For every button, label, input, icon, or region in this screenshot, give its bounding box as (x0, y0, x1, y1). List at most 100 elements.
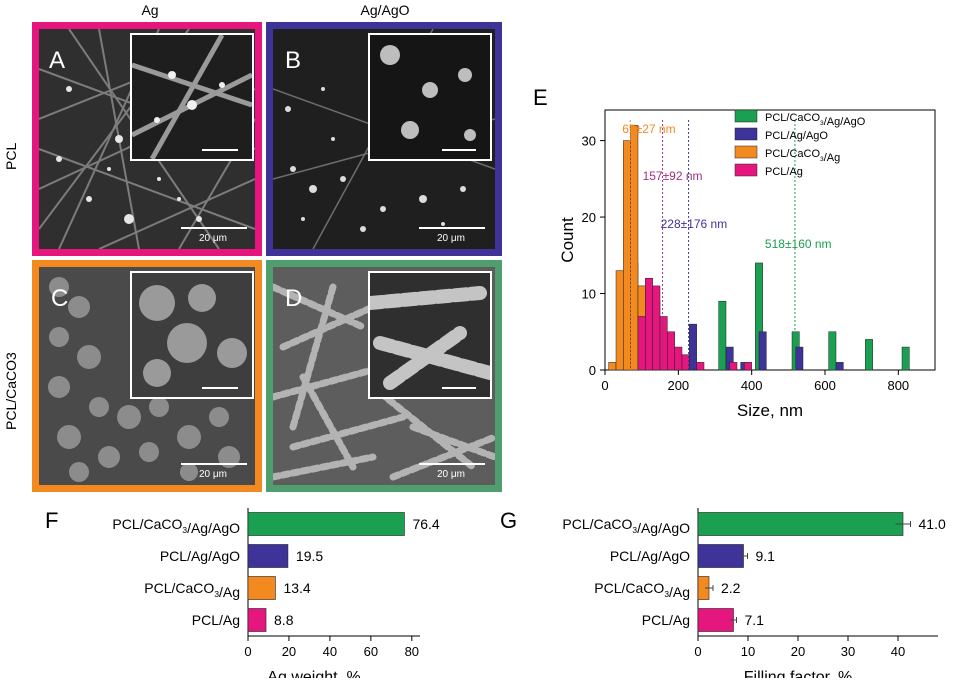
histogram-bar (623, 140, 631, 371)
inset-scale-bar (202, 387, 238, 389)
x-axis-label: Filling factor, % (744, 669, 852, 678)
bar (697, 608, 734, 632)
legend-entry: PCL/CaCO3/Ag (765, 148, 840, 164)
value-label: 76.4 (412, 516, 439, 532)
sem-inset-a (130, 33, 254, 161)
x-tick-label: 20 (282, 644, 296, 659)
value-label: 9.1 (756, 548, 776, 564)
y-tick-label: 30 (582, 134, 596, 149)
histogram-bar (828, 331, 837, 371)
histogram-bar (718, 300, 727, 371)
category-label: PCL/CaCO3/Ag/AgO (562, 516, 690, 536)
panel-letter-d: D (285, 285, 303, 312)
category-label: PCL/CaCO3/Ag (594, 580, 690, 600)
value-label: 41.0 (919, 516, 946, 532)
x-tick-label: 40 (891, 644, 905, 659)
category-label: PCL/Ag (642, 612, 690, 628)
x-tick-label: 10 (741, 644, 755, 659)
sem-inset-b (368, 33, 492, 161)
histogram-bar (645, 277, 653, 371)
histogram-bar (795, 346, 804, 371)
legend-entry: PCL/Ag/AgO (765, 130, 828, 142)
histogram-bar (608, 362, 617, 371)
x-tick-label: 200 (667, 378, 689, 393)
x-tick-label: 30 (841, 644, 855, 659)
x-tick-label: 0 (601, 378, 608, 393)
value-label: 8.8 (274, 612, 294, 628)
scale-bar-label: 20 μm (199, 233, 227, 244)
bar (697, 544, 744, 568)
mean-label: 69±27 nm (622, 122, 675, 136)
x-tick-label: 20 (791, 644, 805, 659)
legend-swatch (734, 127, 758, 141)
histogram-bar (865, 339, 873, 371)
value-label: 7.1 (745, 612, 765, 628)
x-tick-label: 400 (741, 378, 763, 393)
sem-panel-a: A 20 μm (32, 22, 262, 256)
histogram-bar (729, 362, 738, 371)
sem-inset-d (368, 271, 492, 399)
x-axis-label: Ag weight, % (267, 669, 360, 678)
histogram-bar (659, 316, 668, 371)
panel-letter-b: B (285, 47, 302, 74)
legend-swatch (734, 109, 758, 123)
scale-bar-label: 20 μm (437, 233, 465, 244)
scale-bar (419, 227, 485, 229)
histogram-bar (630, 125, 639, 371)
histogram-bar (667, 331, 675, 371)
x-axis-label: Size, nm (737, 401, 803, 420)
value-label: 2.2 (721, 580, 741, 596)
inset-scale-bar (442, 387, 476, 389)
x-tick-label: 60 (364, 644, 378, 659)
sem-panel-b: B 20 μm (266, 22, 502, 256)
y-axis-label: Count (558, 217, 577, 263)
inset-scale-bar (442, 149, 476, 151)
value-label: 19.5 (296, 548, 323, 564)
bar (247, 576, 276, 600)
histogram-bar (758, 331, 767, 371)
histogram-bar (835, 362, 844, 371)
mean-label: 518±160 nm (765, 237, 832, 251)
y-tick-label: 10 (582, 287, 596, 302)
legend-swatch (734, 145, 758, 159)
bar (697, 512, 904, 536)
sem-inset-c (130, 271, 254, 399)
row-label-pcl: PCL (3, 142, 19, 170)
chart-g-filling-factor: 0 10 20 30 40 Filling factor, % PCL/CaCO3/Ag/A… (562, 508, 946, 678)
panel-letter-c: C (51, 285, 69, 312)
histogram-bar (637, 316, 646, 371)
x-tick-label: 80 (405, 644, 419, 659)
panel-letter-g: G (500, 508, 518, 533)
x-tick-label: 0 (244, 644, 251, 659)
column-label-ag: Ag (141, 2, 159, 18)
y-tick-label: 20 (582, 210, 596, 225)
category-label: PCL/CaCO3/Ag (144, 580, 240, 600)
category-label: PCL/CaCO3/Ag/AgO (112, 516, 240, 536)
y-tick-label: 0 (589, 363, 596, 378)
legend-entry: PCL/Ag (765, 166, 803, 178)
mean-label: 228±176 nm (661, 217, 728, 231)
bar (247, 512, 405, 536)
inset-scale-bar (202, 149, 238, 151)
category-label: PCL/Ag/AgO (160, 548, 240, 564)
histogram-bar (689, 323, 697, 371)
x-tick-label: 0 (694, 644, 701, 659)
histogram-bar (652, 285, 661, 371)
mean-label: 157±92 nm (643, 169, 703, 183)
histogram-bar (696, 362, 705, 371)
histogram-bar (681, 354, 690, 371)
histogram-bar (615, 270, 624, 371)
histogram-bar (674, 346, 683, 371)
sem-panel-c: C 20 μm (32, 260, 262, 492)
panel-letter-e: E (533, 85, 548, 110)
row-label-pcl-caco3: PCL/CaCO3 (3, 352, 19, 430)
panel-letter-f: F (45, 508, 59, 533)
category-label: PCL/Ag/AgO (610, 548, 690, 564)
scale-bar (419, 463, 485, 465)
scale-bar-label: 20 μm (199, 469, 227, 480)
legend-entry: PCL/CaCO3/Ag/AgO (765, 112, 866, 128)
bar (247, 544, 289, 568)
scale-bar-label: 20 μm (437, 469, 465, 480)
x-tick-label: 600 (814, 378, 836, 393)
column-label-ag-ago: Ag/AgO (360, 2, 410, 18)
